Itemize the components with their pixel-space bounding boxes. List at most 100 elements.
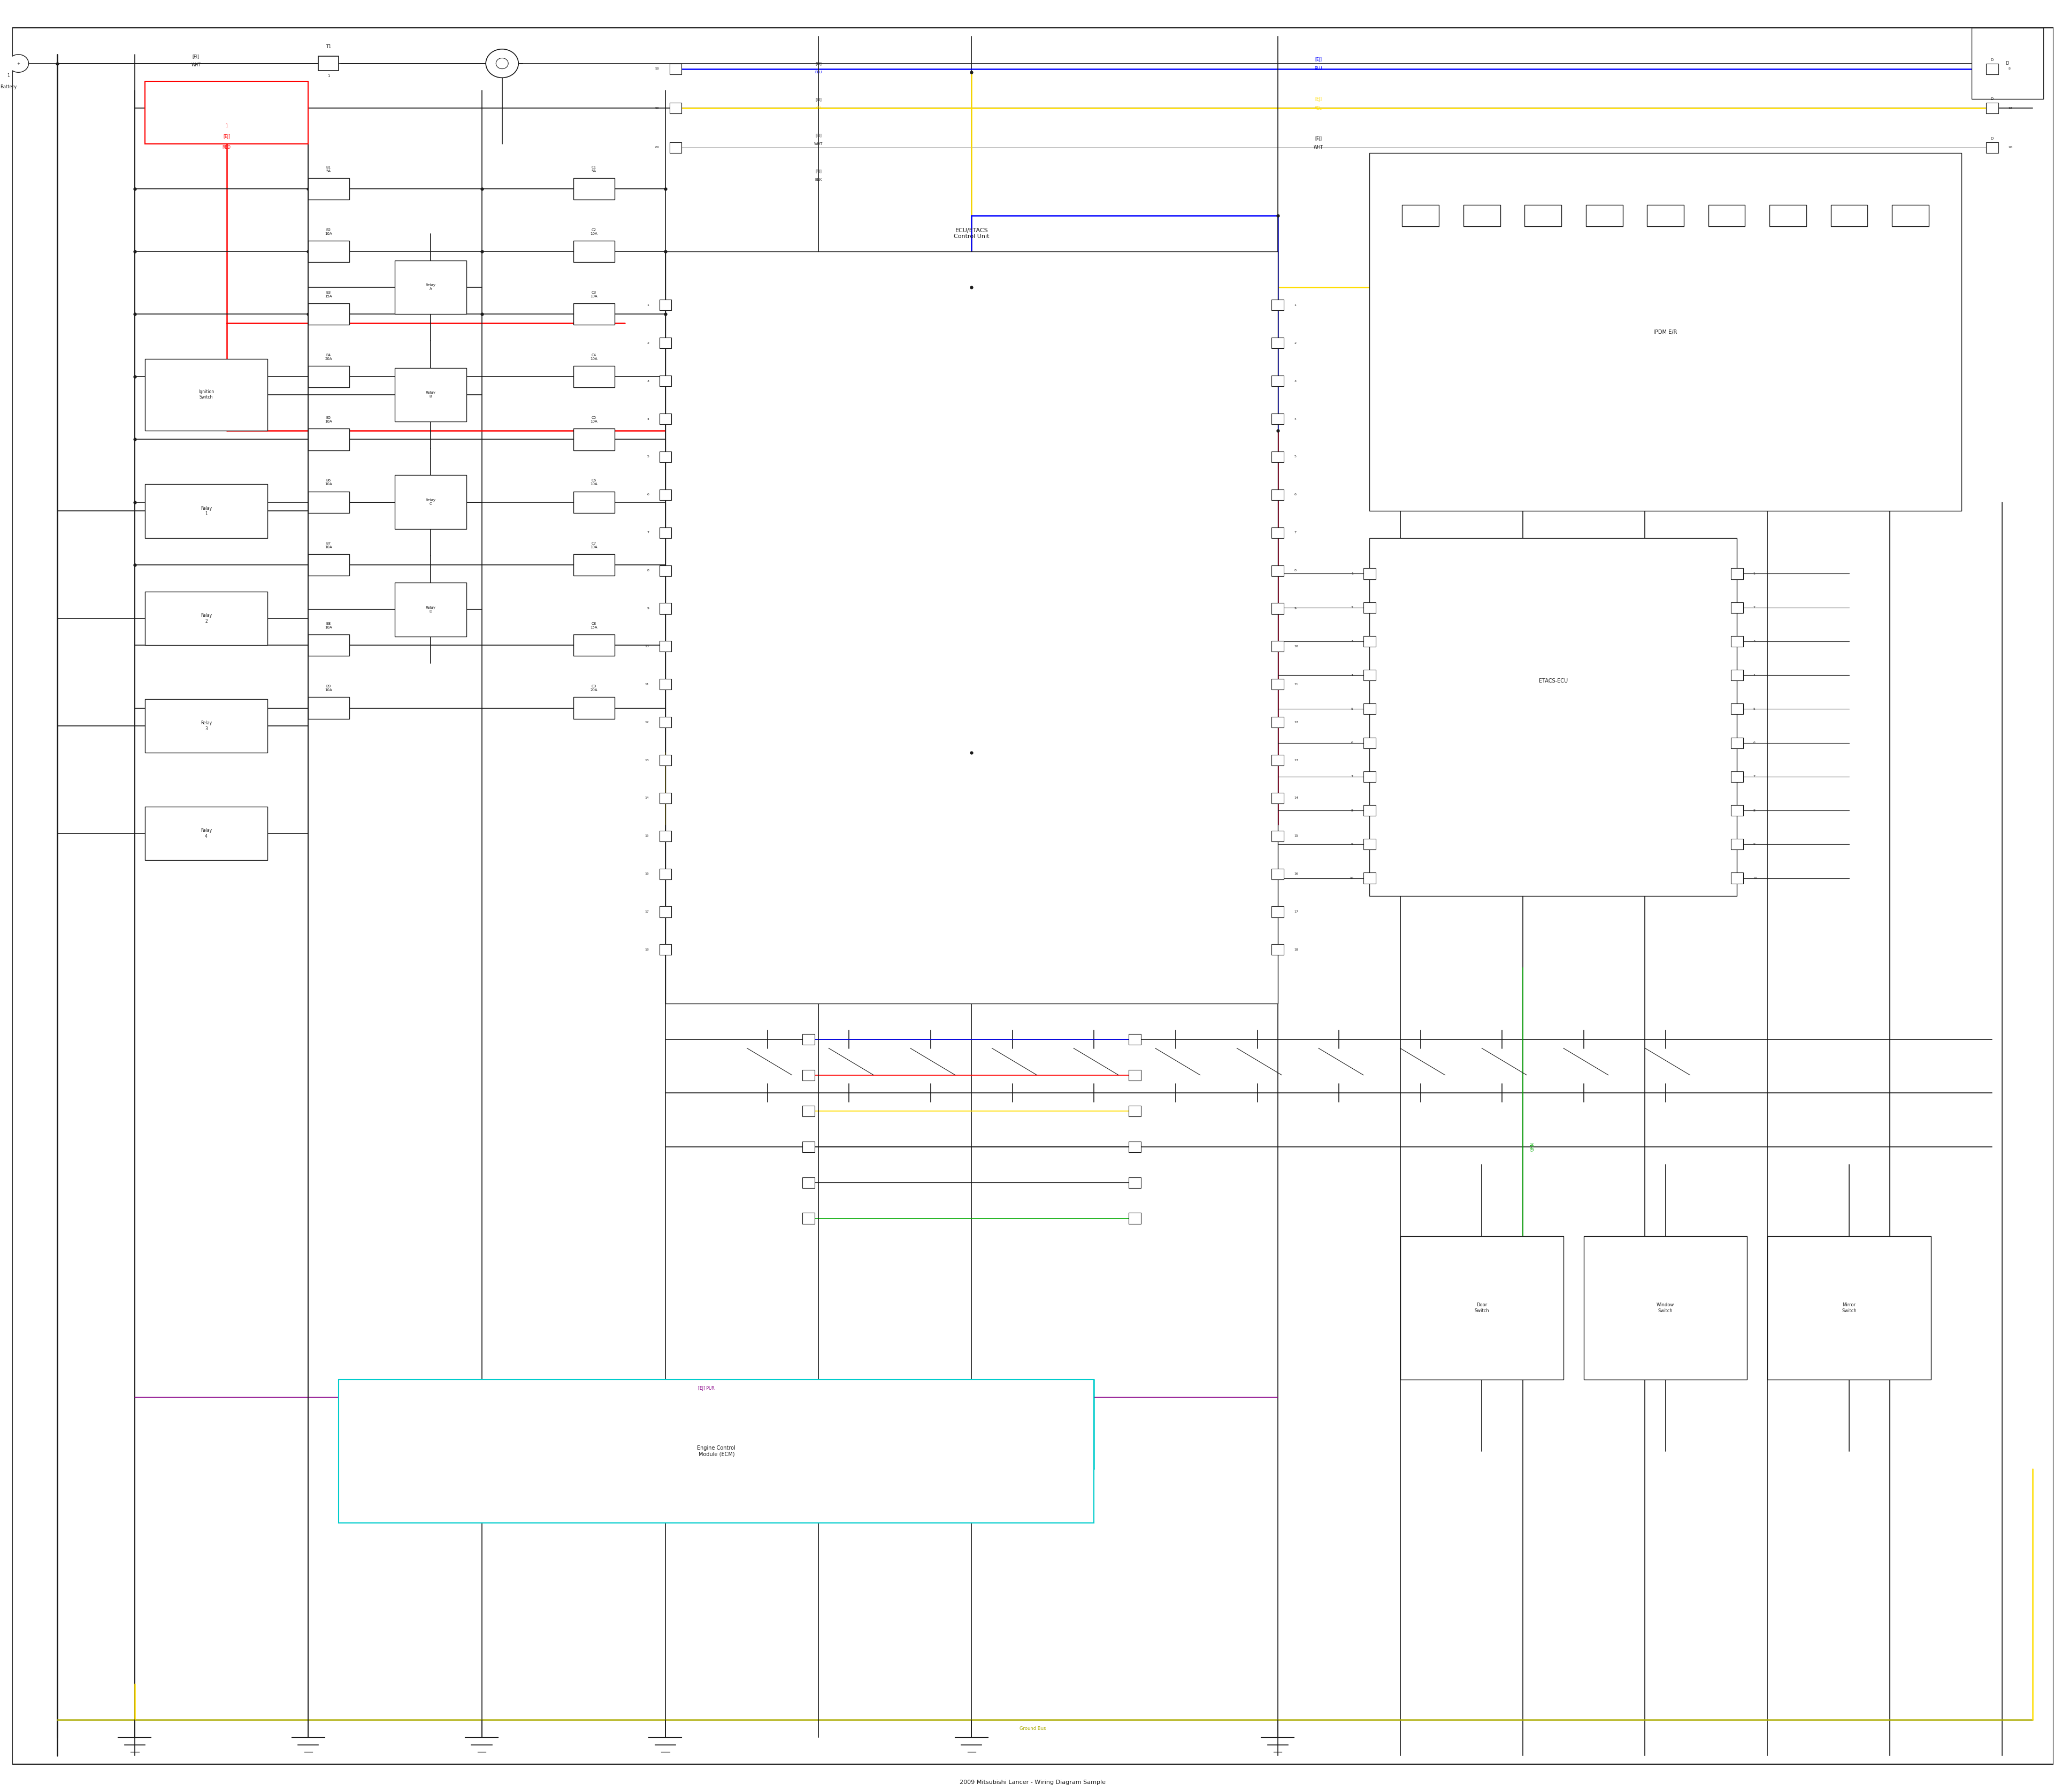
Text: [EJ]: [EJ] [1315, 97, 1323, 102]
Bar [659, 414, 672, 425]
Bar [659, 489, 672, 500]
Text: RED: RED [222, 145, 230, 151]
Text: 3: 3 [647, 380, 649, 382]
Bar [573, 240, 614, 262]
Bar [1364, 771, 1376, 781]
Text: 4: 4 [1754, 674, 1756, 677]
Bar [659, 944, 672, 955]
Text: C1
5A: C1 5A [592, 165, 596, 172]
Bar [1380, 170, 1951, 502]
Text: D: D [1990, 97, 1994, 100]
Bar [1271, 604, 1284, 615]
Text: 5: 5 [1294, 455, 1296, 459]
Text: 60: 60 [655, 147, 659, 149]
Bar [1771, 204, 1805, 226]
Text: BLK: BLK [815, 177, 822, 181]
Bar [659, 299, 672, 310]
Bar [1271, 717, 1284, 728]
Bar [1403, 204, 1440, 226]
Text: D: D [2005, 61, 2009, 66]
Bar [1364, 704, 1376, 715]
Text: Ground Bus: Ground Bus [1019, 1726, 1045, 1731]
Bar [573, 491, 614, 513]
Text: 2: 2 [1754, 606, 1756, 609]
Bar [1130, 1213, 1140, 1224]
Bar [1271, 414, 1284, 425]
Bar [1370, 538, 1738, 896]
Text: Engine Control
Module (ECM): Engine Control Module (ECM) [696, 1446, 735, 1457]
Bar [659, 604, 672, 615]
Text: 2009 Mitsubishi Lancer - Wiring Diagram Sample: 2009 Mitsubishi Lancer - Wiring Diagram … [959, 1779, 1105, 1785]
Bar [659, 376, 672, 387]
Bar [1830, 204, 1867, 226]
Bar [1584, 1236, 1748, 1380]
Bar [1709, 204, 1746, 226]
Text: 2: 2 [1294, 342, 1296, 344]
Bar [1130, 1142, 1140, 1152]
Text: 6: 6 [647, 493, 649, 496]
Text: 13: 13 [1294, 758, 1298, 762]
Text: WHT: WHT [813, 142, 824, 145]
Bar [1364, 602, 1376, 613]
Text: 1: 1 [327, 73, 331, 77]
Bar [1271, 907, 1284, 918]
Bar [1271, 869, 1284, 880]
Bar [1271, 679, 1284, 690]
Bar [573, 634, 614, 656]
Text: 17: 17 [645, 910, 649, 914]
Bar [670, 102, 682, 113]
Text: 2: 2 [647, 342, 649, 344]
Text: 3: 3 [1352, 640, 1354, 643]
Text: 13: 13 [645, 758, 649, 762]
Text: IPDM E/R: IPDM E/R [1653, 330, 1678, 335]
Bar [659, 907, 672, 918]
Bar [573, 697, 614, 719]
Bar [308, 491, 349, 513]
Bar [1271, 489, 1284, 500]
Bar [1732, 738, 1744, 749]
Text: Door
Switch: Door Switch [1475, 1303, 1489, 1314]
Text: 6: 6 [1294, 493, 1296, 496]
Text: 5: 5 [1352, 708, 1354, 710]
Text: 15: 15 [645, 835, 649, 837]
Bar [1364, 839, 1376, 849]
Bar [1271, 337, 1284, 348]
Text: 1: 1 [1294, 305, 1296, 306]
Text: 1: 1 [6, 73, 10, 79]
Bar [146, 591, 267, 645]
Text: D: D [1990, 57, 1994, 61]
Bar [1986, 63, 1999, 73]
Text: Relay
4: Relay 4 [201, 828, 212, 839]
Bar [1892, 204, 1929, 226]
Text: 1: 1 [1754, 572, 1756, 575]
Text: B6
10A: B6 10A [325, 478, 333, 486]
Text: 8: 8 [647, 570, 649, 572]
Text: 9: 9 [1352, 842, 1354, 846]
Text: 10: 10 [1754, 876, 1758, 880]
Bar [1364, 738, 1376, 749]
Text: 58: 58 [655, 68, 659, 70]
Bar [308, 554, 349, 575]
Bar [394, 582, 466, 636]
Text: 16: 16 [645, 873, 649, 874]
Text: 7: 7 [1294, 530, 1296, 534]
Bar [1732, 805, 1744, 815]
Text: 1: 1 [226, 124, 228, 129]
Bar [659, 869, 672, 880]
Text: YEL: YEL [1315, 106, 1323, 111]
Text: [EJ] PUR: [EJ] PUR [698, 1385, 715, 1391]
Bar [146, 699, 267, 753]
Text: 7: 7 [647, 530, 649, 534]
Bar [1732, 704, 1744, 715]
Text: C4
10A: C4 10A [589, 353, 598, 360]
Bar [1271, 754, 1284, 765]
Bar [1130, 1070, 1140, 1081]
Text: Window
Switch: Window Switch [1658, 1303, 1674, 1314]
Text: +: + [16, 61, 21, 65]
Text: [EJ]: [EJ] [1315, 136, 1323, 142]
Bar [803, 1034, 813, 1045]
Bar [1271, 642, 1284, 652]
Bar [1732, 636, 1744, 647]
Text: BLU: BLU [815, 70, 822, 73]
Text: C6
10A: C6 10A [589, 478, 598, 486]
